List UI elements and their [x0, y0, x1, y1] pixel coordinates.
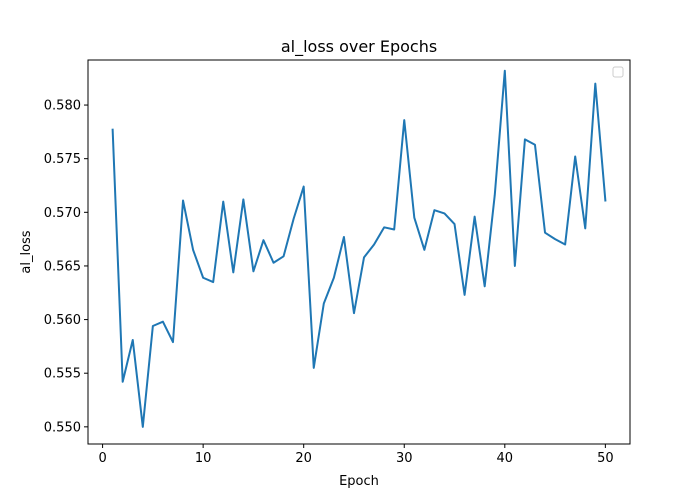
x-tick-label: 10 [195, 451, 212, 466]
plot-area-frame [87, 59, 631, 445]
y-tick-label: 0.575 [44, 152, 81, 167]
x-tick-label: 30 [396, 451, 413, 466]
x-tick-label: 20 [295, 451, 312, 466]
y-tick-label: 0.580 [44, 99, 81, 114]
y-tick-label: 0.570 [44, 206, 81, 221]
x-tick-label: 40 [497, 451, 514, 466]
y-axis-ticks: 0.550 0.555 0.560 0.565 0.570 0.575 0.580 [44, 99, 88, 435]
plot-area-background [88, 60, 630, 444]
y-tick-label: 0.555 [44, 367, 81, 382]
chart-title: al_loss over Epochs [281, 37, 437, 57]
x-tick-label: 50 [597, 451, 614, 466]
series-line [111, 69, 607, 428]
x-axis-ticks: 0 10 20 30 40 50 [98, 444, 614, 466]
series-layer [111, 69, 607, 428]
y-tick-label: 0.560 [44, 313, 81, 328]
legend-box [612, 66, 624, 78]
x-tick-label: 0 [98, 451, 106, 466]
y-tick-label: 0.550 [44, 420, 81, 435]
y-axis-label: al_loss [19, 230, 34, 273]
x-axis-label: Epoch [339, 474, 379, 489]
y-tick-label: 0.565 [44, 259, 81, 274]
